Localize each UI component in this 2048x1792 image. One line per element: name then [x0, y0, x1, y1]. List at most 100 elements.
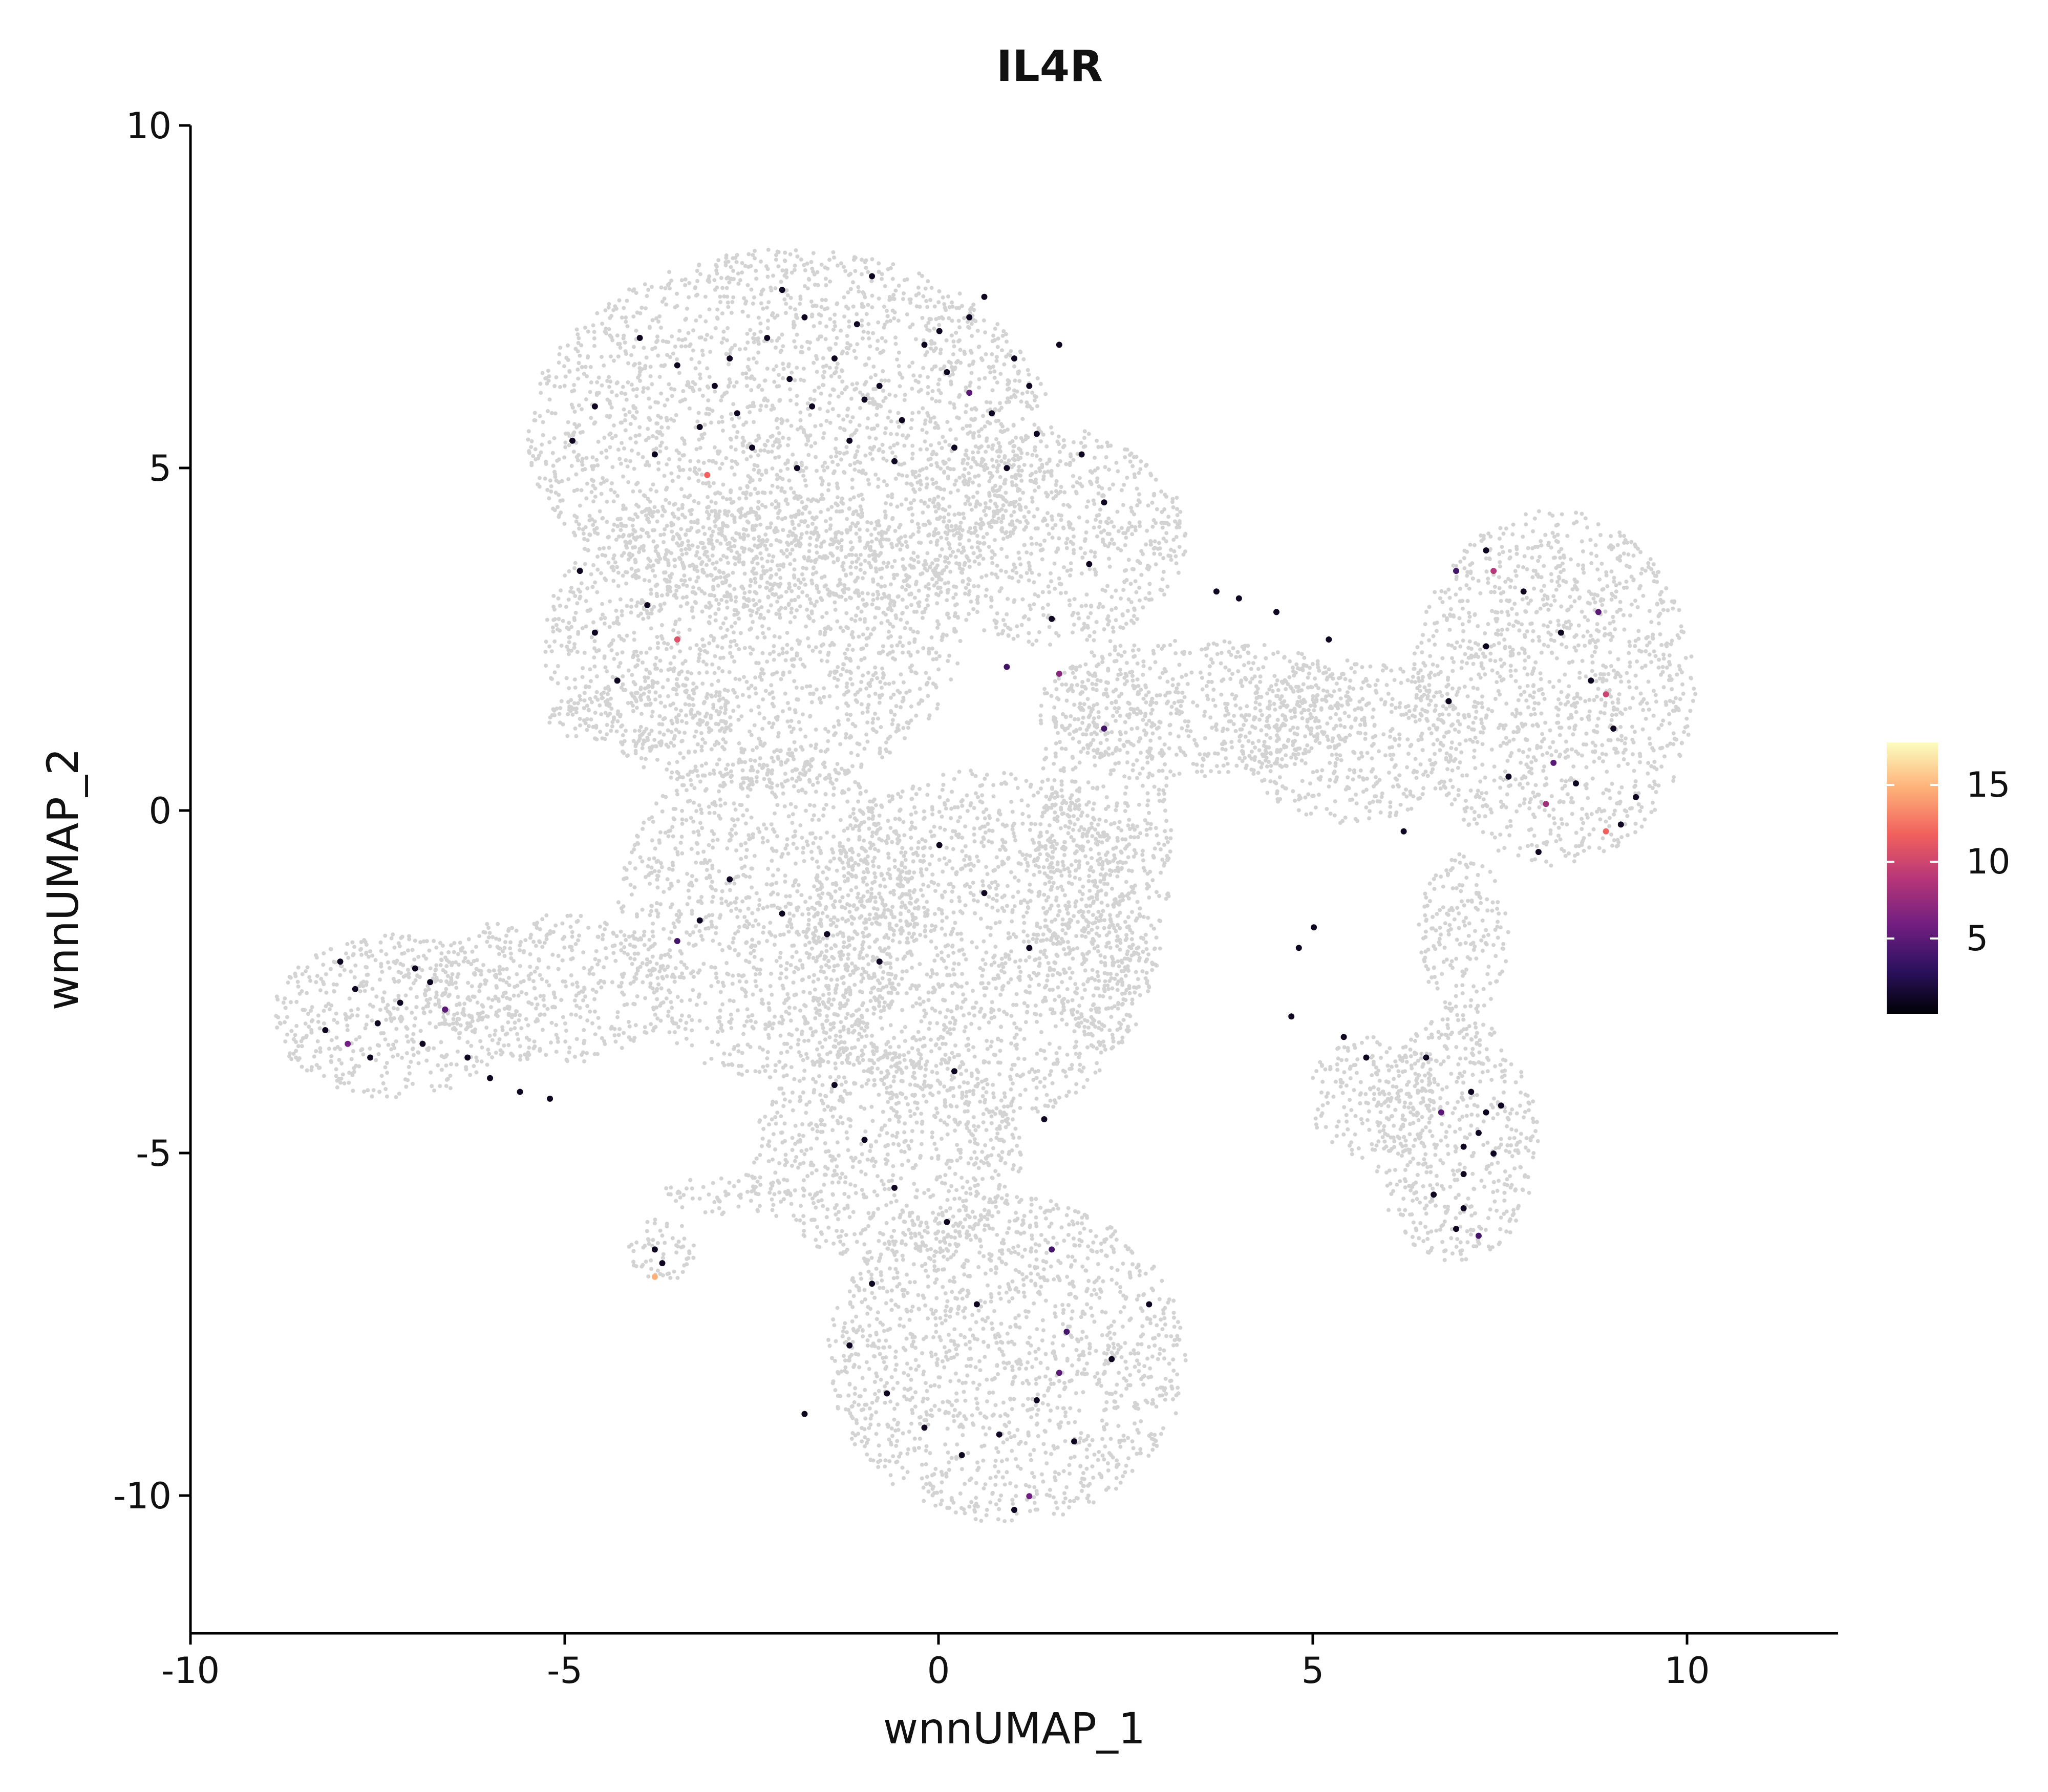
background-cell-point	[1082, 539, 1087, 543]
background-cell-point	[858, 688, 863, 692]
background-cell-point	[620, 613, 624, 617]
background-cell-point	[1061, 526, 1066, 530]
background-cell-point	[707, 726, 711, 731]
background-cell-point	[819, 596, 823, 601]
background-cell-point	[404, 1034, 409, 1038]
background-cell-point	[1145, 528, 1149, 533]
background-cell-point	[888, 445, 892, 450]
background-cell-point	[1022, 462, 1027, 467]
background-cell-point	[689, 357, 694, 361]
background-cell-point	[828, 279, 833, 284]
background-cell-point	[901, 644, 905, 648]
background-cell-point	[829, 374, 834, 378]
background-cell-point	[714, 560, 719, 565]
background-cell-point	[721, 655, 726, 660]
background-cell-point	[909, 506, 913, 510]
background-cell-point	[626, 480, 631, 484]
background-cell-point	[967, 363, 972, 368]
background-cell-point	[620, 553, 624, 558]
background-cell-point	[786, 586, 791, 590]
background-cells-layer	[274, 247, 1698, 1523]
background-cell-point	[988, 471, 993, 476]
background-cell-point	[604, 449, 608, 453]
background-cell-point	[969, 465, 973, 470]
background-cell-point	[687, 295, 691, 300]
background-cell-point	[814, 742, 818, 747]
background-cell-point	[610, 481, 614, 485]
background-cell-point	[979, 356, 984, 360]
background-cell-point	[1012, 562, 1016, 567]
background-cell-point	[850, 560, 855, 565]
background-cell-point	[699, 744, 704, 749]
background-cell-point	[713, 326, 718, 330]
background-cell-point	[610, 724, 614, 729]
background-cell-point	[930, 477, 934, 482]
background-cell-point	[817, 385, 821, 390]
background-cell-point	[797, 523, 801, 527]
background-cell-point	[871, 387, 876, 392]
background-cell-point	[1001, 618, 1006, 622]
background-cell-point	[567, 640, 571, 645]
background-cell-point	[664, 416, 669, 420]
background-cell-point	[819, 658, 824, 663]
background-cell-point	[990, 486, 995, 490]
background-cell-point	[895, 572, 900, 577]
background-cell-point	[656, 400, 660, 405]
background-cell-point	[599, 481, 603, 486]
background-cell-point	[851, 258, 856, 262]
background-cell-point	[883, 431, 887, 435]
background-cell-point	[1053, 523, 1058, 527]
background-cell-point	[571, 590, 575, 595]
background-cell-point	[1008, 627, 1013, 632]
background-cell-point	[795, 697, 799, 701]
background-cell-point	[832, 733, 837, 737]
background-cell-point	[763, 378, 767, 383]
background-cell-point	[1038, 469, 1042, 474]
background-cell-point	[736, 271, 740, 276]
background-cell-point	[979, 523, 984, 527]
background-cell-point	[772, 704, 776, 709]
background-cell-point	[654, 446, 658, 451]
background-cell-point	[777, 612, 782, 616]
background-cell-point	[792, 526, 797, 531]
background-cell-point	[733, 460, 738, 464]
background-cell-point	[877, 531, 881, 536]
background-cell-point	[780, 477, 785, 481]
background-cell-point	[733, 676, 738, 681]
background-cell-point	[847, 735, 852, 740]
background-cell-point	[1035, 404, 1039, 409]
background-cell-point	[634, 328, 638, 333]
background-cell-point	[736, 610, 740, 615]
background-cell-point	[852, 349, 857, 353]
background-cell-point	[786, 443, 790, 447]
background-cell-point	[786, 602, 791, 606]
background-cell-point	[762, 777, 766, 781]
background-cell-point	[855, 381, 859, 386]
background-cell-point	[819, 644, 824, 648]
background-cell-point	[929, 346, 933, 351]
background-cell-point	[883, 584, 887, 588]
background-cell-point	[748, 376, 753, 380]
background-cell-point	[720, 669, 725, 673]
background-cell-point	[849, 751, 854, 755]
background-cell-point	[667, 286, 672, 291]
background-cell-point	[582, 372, 586, 376]
background-cell-point	[783, 760, 788, 765]
background-cell-point	[830, 407, 835, 411]
background-cell-point	[832, 255, 836, 260]
background-cell-point	[589, 490, 594, 495]
background-cell-point	[934, 461, 939, 465]
background-cell-point	[784, 275, 789, 280]
background-cell-point	[784, 302, 788, 306]
background-cell-point	[558, 499, 563, 503]
background-cell-point	[589, 416, 593, 420]
background-cell-point	[934, 542, 939, 547]
background-cell-point	[707, 513, 712, 517]
background-cell-point	[642, 493, 646, 498]
background-cell-point	[868, 375, 873, 380]
background-cell-point	[658, 658, 663, 663]
background-cell-point	[853, 692, 858, 697]
background-cell-point	[891, 572, 896, 577]
background-cell-point	[1171, 505, 1176, 509]
background-cell-point	[1009, 349, 1013, 353]
